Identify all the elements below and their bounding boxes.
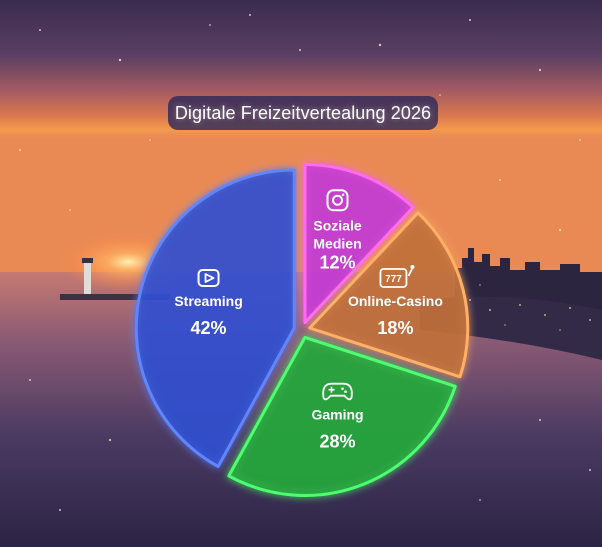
slice-name-label: Gaming bbox=[311, 407, 363, 423]
chart-title: Digitale Freizeitvertealung 2026 bbox=[174, 102, 432, 123]
slice-name-label: Streaming bbox=[174, 293, 242, 309]
play-button-icon bbox=[197, 269, 220, 288]
pie-slice-streaming bbox=[134, 168, 296, 468]
slice-value-label: 28% bbox=[320, 432, 356, 452]
slice-name-label: Soziale bbox=[313, 217, 361, 233]
slice-name-label: Medien bbox=[313, 235, 361, 251]
slot-machine-icon: 777 bbox=[379, 265, 415, 288]
instagram-icon bbox=[326, 189, 349, 212]
chart-title-pill: Digitale Freizeitvertealung 2026 bbox=[166, 94, 440, 132]
pie-slice-gaming bbox=[227, 335, 457, 497]
gamepad-icon bbox=[322, 382, 353, 401]
slice-value-label: 12% bbox=[320, 252, 356, 272]
pie-slice-online-casino bbox=[308, 211, 470, 379]
slice-value-label: 18% bbox=[377, 318, 413, 338]
pie-slice-soziale-medien bbox=[303, 163, 415, 325]
slice-value-label: 42% bbox=[191, 318, 227, 338]
svg-text:777: 777 bbox=[385, 274, 402, 285]
slice-name-label: Online-Casino bbox=[348, 293, 443, 309]
